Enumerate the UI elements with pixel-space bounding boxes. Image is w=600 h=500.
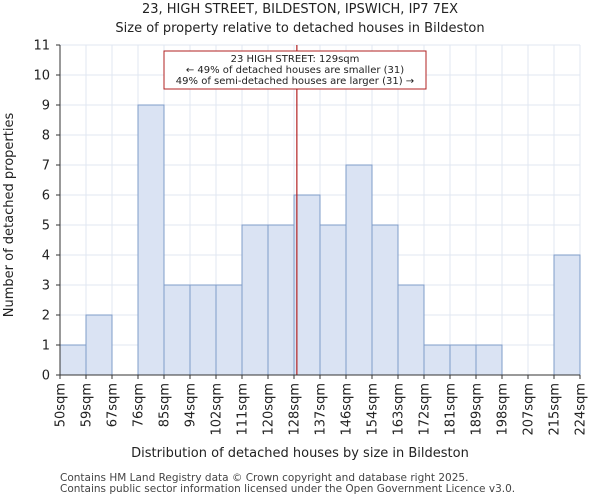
x-tick-label: 146sqm [340, 383, 355, 436]
x-tick-label: 111sqm [236, 383, 251, 436]
chart-title: 23, HIGH STREET, BILDESTON, IPSWICH, IP7… [142, 2, 458, 17]
y-tick-label: 4 [42, 249, 50, 264]
x-axis-label: Distribution of detached houses by size … [131, 446, 469, 461]
bar-181sqm [449, 344, 477, 376]
y-tick-label: 2 [42, 309, 50, 324]
bars [59, 104, 581, 376]
x-tick-label: 76sqm [132, 383, 147, 427]
x-tick-label: 215sqm [548, 383, 563, 436]
x-tick-label: 163sqm [392, 383, 407, 436]
x-tick-label: 50sqm [54, 383, 69, 427]
bar-111sqm [241, 224, 269, 376]
x-tick-label: 181sqm [444, 383, 459, 436]
y-tick-label: 10 [33, 69, 50, 84]
x-tick-label: 198sqm [496, 383, 511, 436]
y-tick-label: 8 [42, 129, 50, 144]
footer-line-2: Contains public sector information licen… [60, 483, 516, 495]
bar-102sqm [215, 284, 243, 376]
x-tick-label: 94sqm [184, 383, 199, 427]
y-tick-label: 11 [33, 39, 50, 54]
annotation-border [163, 50, 427, 90]
footer-line-1: Contains HM Land Registry data © Crown c… [60, 472, 469, 484]
bar-163sqm [397, 284, 425, 376]
bar-215sqm [553, 254, 581, 376]
chart-subtitle: Size of property relative to detached ho… [115, 21, 484, 36]
x-tick-label: 172sqm [418, 383, 433, 436]
annotation-line-1: 23 HIGH STREET: 129sqm [231, 54, 360, 65]
bar-85sqm [163, 284, 191, 376]
annotation-line-3: 49% of semi-detached houses are larger (… [176, 76, 414, 87]
x-tick-label: 67sqm [106, 383, 121, 427]
x-tick-label: 120sqm [262, 383, 277, 436]
x-ticks: 50sqm 59sqm 67sqm 76sqm 85sqm 94sqm 102sqm 111s… [54, 375, 589, 436]
x-tick-label: 102sqm [210, 383, 225, 436]
bar-172sqm [423, 344, 451, 376]
x-tick-label: 224sqm [574, 383, 589, 436]
bar-59sqm [85, 314, 113, 376]
x-tick-label: 59sqm [80, 383, 95, 427]
y-tick-label: 6 [42, 189, 50, 204]
bar-76sqm [137, 104, 165, 376]
annotation-box: 23 HIGH STREET: 129sqm ← 49% of detached… [163, 50, 427, 90]
x-tick-label: 189sqm [470, 383, 485, 436]
y-tick-label: 3 [42, 279, 50, 294]
y-tick-label: 5 [42, 219, 50, 234]
y-tick-label: 9 [42, 99, 50, 114]
y-tick-label: 0 [42, 369, 50, 384]
x-tick-label: 85sqm [158, 383, 173, 427]
y-tick-label: 7 [42, 159, 50, 174]
x-tick-label: 128sqm [288, 383, 303, 436]
bar-137sqm [319, 224, 347, 376]
y-ticks: 0 1 2 3 4 5 6 7 8 9 10 11 [33, 39, 60, 384]
bar-120sqm [267, 224, 295, 376]
annotation-line-2: ← 49% of detached houses are smaller (31… [186, 65, 404, 76]
x-tick-label: 137sqm [314, 383, 329, 436]
x-tick-label: 154sqm [366, 383, 381, 436]
y-tick-label: 1 [42, 339, 50, 354]
bar-128sqm [293, 194, 321, 376]
bar-94sqm [189, 284, 217, 376]
bar-50sqm [59, 344, 87, 376]
bar-189sqm [475, 344, 503, 376]
bar-146sqm [345, 164, 373, 376]
y-axis-label: Number of detached properties [2, 113, 17, 318]
x-tick-label: 207sqm [522, 383, 537, 436]
bar-154sqm [371, 224, 399, 376]
